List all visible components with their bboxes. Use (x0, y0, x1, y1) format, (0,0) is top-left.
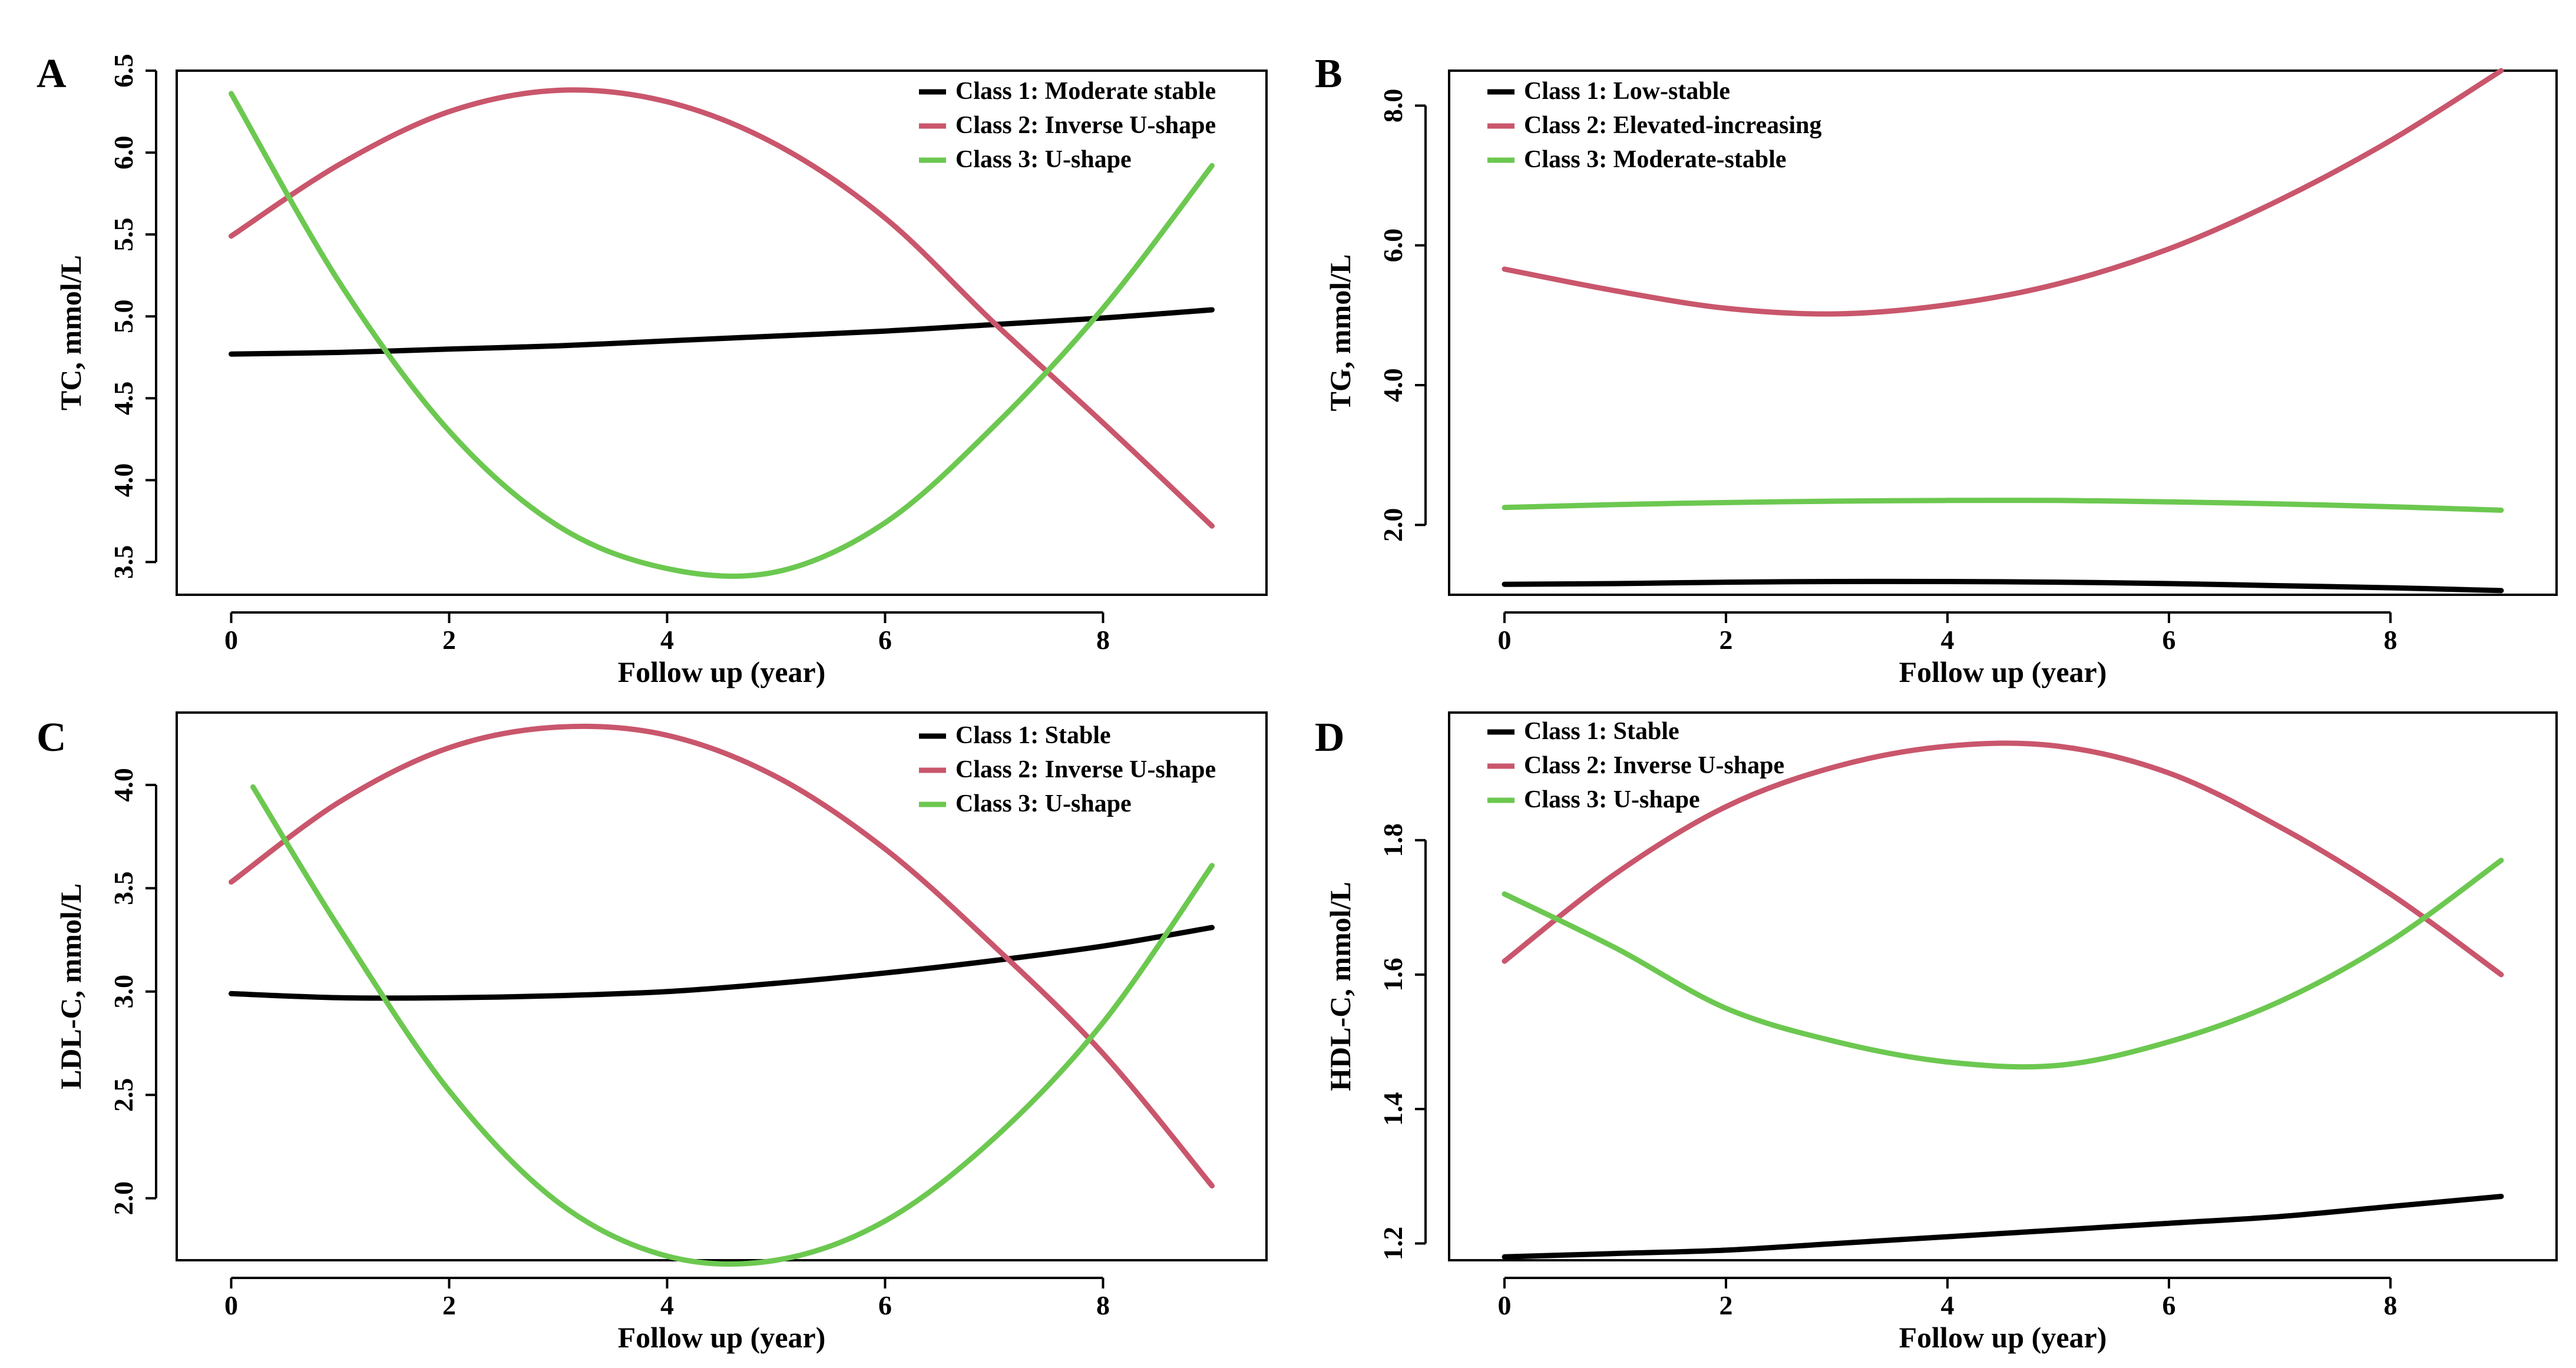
panel-a-x-tick-label: 4 (660, 625, 674, 655)
panel-a-y-axis-title: TC, mmol/L (54, 255, 87, 410)
panel-d-x-tick-label: 4 (1941, 1290, 1955, 1320)
panel-a-tc-chart: A 0 2 4 6 8 Follow up (year) 3.5 4.0 4.5 5.0 5.5 6.… (37, 51, 1268, 688)
panel-b-series-class-2-line (1502, 68, 2504, 317)
panel-b-series-class-3-line (1502, 498, 2504, 513)
panel-c-y-tick-label: 3.5 (108, 872, 138, 906)
panel-c-y-tick-label: 3.0 (108, 975, 138, 1009)
panel-d-x-tick-label: 6 (2162, 1290, 2176, 1320)
panel-b-legend-label-class-2: Class 2: Elevated-increasing (1524, 112, 1822, 139)
panel-a-series-class-1-line (229, 307, 1215, 357)
panel-a-x-axis-title: Follow up (year) (618, 655, 826, 688)
panel-d-series-class-1-line (1502, 1194, 2504, 1260)
panel-b-x-tick-label: 2 (1719, 625, 1733, 655)
panel-a-x-tick-label: 8 (1096, 625, 1110, 655)
panel-a-series-class-3-line (229, 91, 1215, 579)
panel-d-hdl-chart: D 0 2 4 6 8 Follow up (year) 1.2 1.4 1.6 1.8 HDL-C… (1315, 711, 2558, 1354)
panel-b-plot-frame (1448, 69, 2558, 596)
panel-a-y-tick-label: 6.5 (108, 54, 138, 88)
panel-c-plot-frame (176, 711, 1268, 1261)
panel-b-series-class-1-line (1502, 578, 2504, 594)
panel-b-y-tick-label: 6.0 (1378, 228, 1408, 263)
panel-d-y-tick-label: 1.2 (1378, 1227, 1408, 1261)
panel-b-x-tick-label: 0 (1498, 625, 1512, 655)
panel-a-y-tick-label: 3.5 (108, 545, 138, 579)
panel-d-x-axis-title: Follow up (year) (1899, 1321, 2107, 1354)
panel-c-legend-label-class-2: Class 2: Inverse U-shape (955, 756, 1216, 783)
panel-d-x-tick-label: 0 (1498, 1290, 1512, 1320)
panel-c-ldl-chart: C 0 2 4 6 8 Follow up (year) 2.0 2.5 3.0 3.5 4.0 LD… (37, 711, 1268, 1354)
panel-a-legend-label-class-2: Class 2: Inverse U-shape (955, 112, 1216, 139)
panel-b-y-tick-label: 2.0 (1378, 508, 1408, 542)
panel-c-y-tick-label: 4.0 (108, 768, 138, 802)
panel-a-legend-label-class-3: Class 3: U-shape (955, 146, 1132, 173)
panel-a-plot-frame (176, 69, 1268, 596)
panel-letter-d: D (1315, 715, 1345, 760)
panel-c-y-axis-title: LDL-C, mmol/L (54, 883, 87, 1089)
panel-b-y-axis-title: TG, mmol/L (1324, 254, 1357, 412)
panel-c-series-class-3-line (250, 784, 1215, 1267)
panel-d-x-tick-label: 8 (2384, 1290, 2398, 1320)
panel-b-x-axis-title: Follow up (year) (1899, 655, 2107, 688)
panel-a-y-tick-label: 4.0 (108, 463, 138, 498)
panel-c-y-tick-label: 2.0 (108, 1181, 138, 1215)
panel-d-y-tick-label: 1.8 (1378, 823, 1408, 857)
panel-b-x-tick-label: 6 (2162, 625, 2176, 655)
panel-c-legend-label-class-3: Class 3: U-shape (955, 790, 1132, 817)
panel-a-x-tick-label: 6 (878, 625, 892, 655)
panel-d-legend-label-class-1: Class 1: Stable (1524, 718, 1679, 745)
panel-c-x-tick-label: 6 (878, 1290, 892, 1320)
panel-c-x-tick-label: 8 (1096, 1290, 1110, 1320)
panel-letter-b: B (1315, 51, 1342, 97)
panel-d-series-class-3-line (1502, 857, 2504, 1070)
panel-c-x-axis-title: Follow up (year) (618, 1321, 826, 1354)
panel-c-series-class-1-line (229, 925, 1215, 1001)
panel-b-legend-label-class-3: Class 3: Moderate-stable (1524, 146, 1787, 173)
panel-d-legend-label-class-3: Class 3: U-shape (1524, 786, 1700, 813)
panel-letter-a: A (37, 51, 67, 97)
panel-a-y-tick-label: 4.5 (108, 382, 138, 416)
panel-c-y-tick-label: 2.5 (108, 1078, 138, 1112)
panel-a-x-tick-label: 2 (442, 625, 456, 655)
panel-d-plot-frame (1448, 711, 2558, 1261)
panel-c-legend-label-class-1: Class 1: Stable (955, 722, 1111, 749)
panel-c-x-tick-label: 0 (224, 1290, 238, 1320)
panel-a-y-tick-label: 5.5 (108, 217, 138, 251)
panel-a-y-tick-label: 5.0 (108, 299, 138, 333)
panel-d-y-tick-label: 1.4 (1378, 1092, 1408, 1127)
panel-c-x-tick-label: 4 (660, 1290, 674, 1320)
panel-b-x-tick-label: 4 (1941, 625, 1955, 655)
panel-a-y-tick-label: 6.0 (108, 135, 138, 170)
panel-letter-c: C (37, 715, 67, 760)
panel-b-x-tick-label: 8 (2384, 625, 2398, 655)
panel-b-legend-label-class-1: Class 1: Low-stable (1524, 78, 1730, 105)
panel-a-series-class-2-line (229, 87, 1215, 529)
panel-d-legend-label-class-2: Class 2: Inverse U-shape (1524, 752, 1784, 779)
panel-b-y-tick-label: 4.0 (1378, 368, 1408, 402)
panel-b-y-tick-label: 8.0 (1378, 89, 1408, 123)
panel-d-y-tick-label: 1.6 (1378, 958, 1408, 992)
panel-a-x-tick-label: 0 (224, 625, 238, 655)
panel-d-series-class-2-line (1502, 740, 2504, 978)
panel-d-y-axis-title: HDL-C, mmol/L (1324, 882, 1357, 1091)
panel-b-tg-chart: B 0 2 4 6 8 Follow up (year) 2.0 4.0 6.0 8.0 TG, m… (1315, 51, 2558, 688)
panel-d-x-tick-label: 2 (1719, 1290, 1733, 1320)
panel-c-x-tick-label: 2 (442, 1290, 456, 1320)
panel-c-series-class-2-line (229, 723, 1215, 1189)
panel-a-legend-label-class-1: Class 1: Moderate stable (955, 78, 1216, 105)
